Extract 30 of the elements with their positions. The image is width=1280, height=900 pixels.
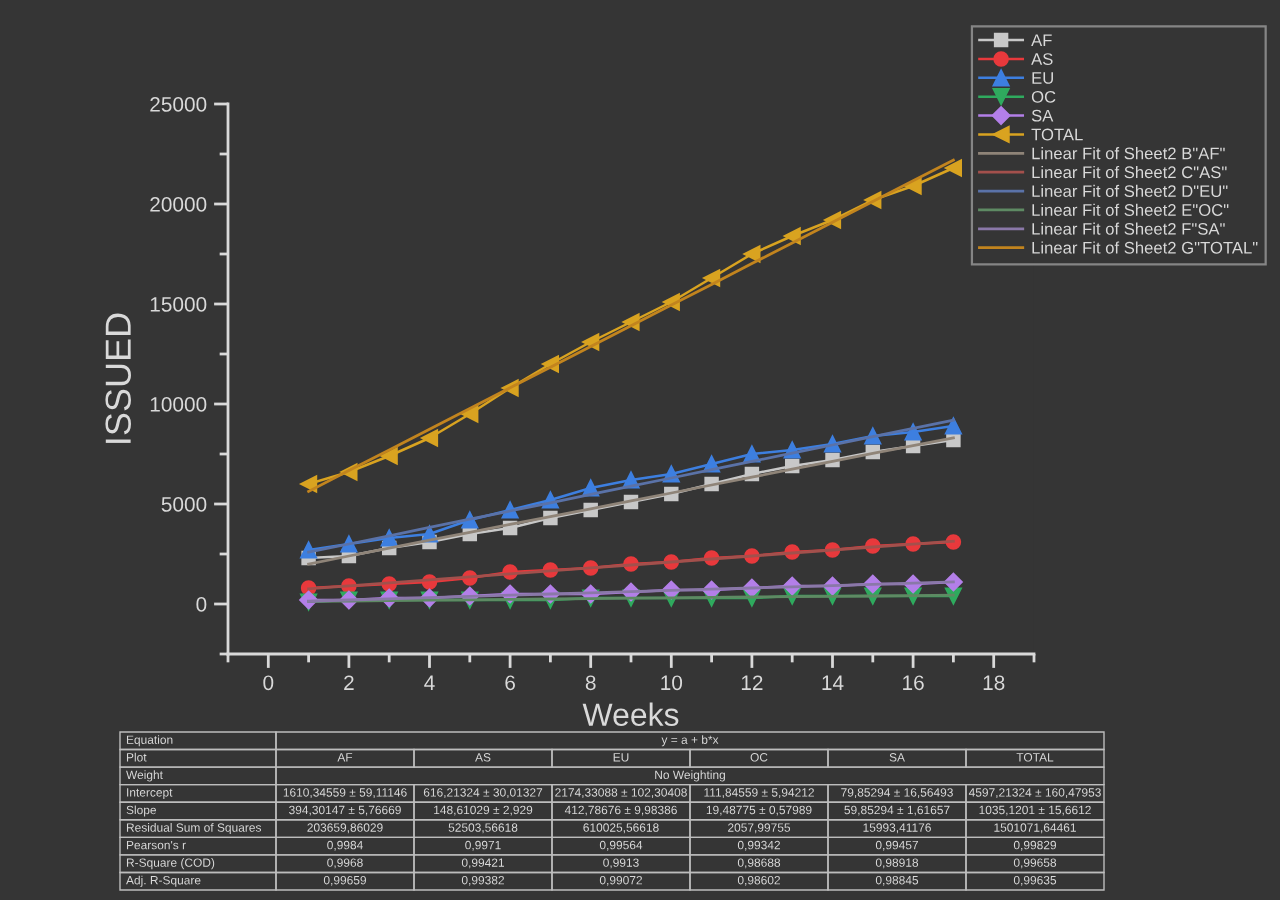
- x-tick-label: 6: [505, 675, 515, 691]
- legend-label: TOTAL: [1031, 128, 1083, 141]
- legend-label: SA: [1031, 109, 1054, 122]
- legend-label: Linear Fit of Sheet2 B"AF": [1032, 147, 1225, 160]
- legend-label: Linear Fit of Sheet2 C"AS": [1032, 165, 1227, 179]
- y-tick-label: 25000: [150, 97, 207, 112]
- y-tick-label: 5000: [161, 497, 207, 512]
- x-axis-title: Weeks: [582, 702, 679, 727]
- legend-label: Linear Fit of Sheet2 E"OC": [1032, 203, 1229, 216]
- legend-label: EU: [1032, 72, 1053, 84]
- y-axis-title: ISSUED: [105, 313, 131, 443]
- legend-label: Linear Fit of Sheet2 G"TOTAL": [1032, 241, 1258, 254]
- legend-label: Linear Fit of Sheet2 F"SA": [1032, 222, 1225, 235]
- legend-label: Linear Fit of Sheet2 D"EU": [1032, 184, 1228, 198]
- y-tick-label: 20000: [150, 197, 207, 212]
- x-tick-label: 12: [741, 675, 763, 690]
- x-tick-label: 0: [263, 675, 274, 691]
- x-tick-label: 2: [344, 675, 354, 690]
- x-tick-label: 14: [822, 675, 844, 690]
- legend-label: AF: [1031, 34, 1052, 46]
- y-tick-label: 10000: [150, 397, 207, 412]
- x-tick-label: 8: [585, 675, 596, 691]
- x-tick-label: 10: [661, 675, 683, 691]
- x-tick-label: 18: [983, 675, 1005, 691]
- x-tick-label: 16: [903, 675, 924, 691]
- y-tick-label: 0: [196, 597, 207, 612]
- y-tick-label: 15000: [150, 297, 207, 312]
- legend-label: AS: [1031, 53, 1053, 65]
- x-tick-label: 4: [424, 675, 435, 690]
- legend-label: OC: [1031, 90, 1056, 103]
